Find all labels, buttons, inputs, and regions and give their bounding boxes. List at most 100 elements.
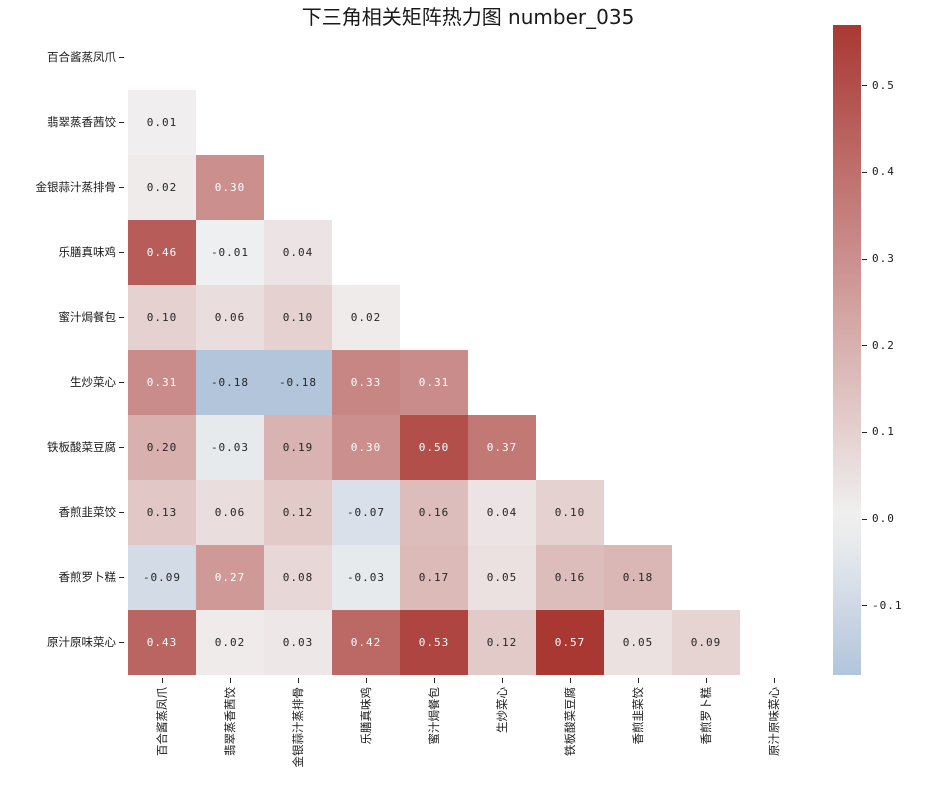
col-label: 生炒菜心 [495,687,509,733]
cell-value: 0.05 [486,571,518,584]
x-axis-tick [365,678,367,683]
heatmap-cell: 0.53 [400,610,468,675]
cell-value: 0.10 [554,506,586,519]
cell-value: 0.12 [282,506,314,519]
cell-value: -0.01 [210,246,250,259]
col-label: 百合酱蒸凤爪 [155,687,169,756]
y-axis-tick [119,317,124,318]
colorbar-tick [862,345,867,347]
heatmap-cell: 0.31 [400,350,468,415]
colorbar-tick-label: 0.3 [872,252,895,265]
cell-value: 0.43 [146,636,178,649]
heatmap-cell: 0.13 [128,480,196,545]
cell-value: 0.16 [418,506,450,519]
heatmap-cell: 0.02 [128,155,196,220]
cell-value: 0.09 [690,636,722,649]
col-label: 香煎罗卜糕 [699,687,713,745]
cell-value: 0.17 [418,571,450,584]
cell-value: -0.03 [346,571,386,584]
heatmap-cell: 0.01 [128,90,196,155]
y-axis-tick [119,122,124,123]
heatmap-cell: -0.18 [264,350,332,415]
y-axis-tick [119,447,124,448]
heatmap-cell: 0.04 [468,480,536,545]
colorbar-gradient [833,25,861,675]
heatmap-cell: -0.18 [196,350,264,415]
x-axis-tick [229,678,231,683]
col-label: 翡翠蒸香茜饺 [223,687,237,756]
cell-value: 0.37 [486,441,518,454]
cell-value: 0.10 [282,311,314,324]
cell-value: 0.03 [282,636,314,649]
cell-value: -0.09 [142,571,182,584]
x-axis-tick [705,678,707,683]
y-axis-tick [119,252,124,253]
col-label: 香煎韭菜饺 [631,687,645,745]
heatmap-cell: 0.20 [128,415,196,480]
cell-value: 0.02 [214,636,246,649]
heatmap-cell: 0.17 [400,545,468,610]
heatmap-cell: 0.16 [400,480,468,545]
heatmap-cell: -0.03 [196,415,264,480]
cell-value: 0.01 [146,116,178,129]
colorbar-tick-label: 0.5 [872,78,895,92]
heatmap-cell: 0.18 [604,545,672,610]
cell-value: 0.16 [554,571,586,584]
heatmap-cell: 0.08 [264,545,332,610]
heatmap-cell: 0.50 [400,415,468,480]
heatmap-cell: 0.09 [672,610,740,675]
cell-value: 0.13 [146,506,178,519]
cell-value: -0.18 [210,376,250,389]
y-axis-tick [119,382,124,383]
row-label: 翡翠蒸香茜饺 [47,115,116,129]
cell-value: -0.18 [278,376,318,389]
cell-value: 0.06 [214,311,246,324]
colorbar-tick-label: 0.0 [872,512,895,525]
heatmap-cell: 0.42 [332,610,400,675]
colorbar-tick [862,605,867,607]
y-axis-tick [119,187,124,188]
heatmap-cell: 0.33 [332,350,400,415]
y-axis-tick [119,577,124,578]
row-label: 生炒菜心 [70,375,116,389]
heatmap-cell: 0.10 [128,285,196,350]
row-label: 金银蒜汁蒸排骨 [35,180,117,194]
row-label: 乐膳真味鸡 [58,245,117,259]
col-label: 金银蒜汁蒸排骨 [291,687,305,768]
heatmap-cell: -0.03 [332,545,400,610]
heatmap-cell: -0.01 [196,220,264,285]
heatmap-cell: 0.02 [332,285,400,350]
heatmap-cell: 0.06 [196,285,264,350]
heatmap-cell: 0.12 [264,480,332,545]
heatmap-cell: 0.10 [264,285,332,350]
x-axis-tick [569,678,571,683]
cell-value: 0.02 [350,311,382,324]
heatmap-cell: 0.03 [264,610,332,675]
colorbar-tick [862,431,867,433]
cell-value: 0.12 [486,636,518,649]
heatmap-cell: 0.27 [196,545,264,610]
heatmap-cell: 0.12 [468,610,536,675]
y-axis-tick [119,512,124,513]
colorbar-tick-label: 0.1 [872,425,895,439]
x-axis-tick [161,678,163,683]
cell-value: 0.30 [214,181,246,194]
cell-value: 0.42 [350,636,382,649]
colorbar-tick [862,258,867,260]
y-axis-tick [119,57,124,58]
row-label: 香煎罗卜糕 [58,570,117,584]
colorbar-tick-label: 0.4 [872,165,895,179]
cell-value: 0.46 [146,246,178,259]
heatmap-cell: 0.46 [128,220,196,285]
cell-value: 0.20 [146,441,178,454]
chart-title: 下三角相关矩阵热力图 number_035 [301,5,635,29]
cell-value: 0.19 [282,441,314,454]
colorbar-tick [862,171,867,173]
cell-value: 0.30 [350,441,382,454]
cell-value: 0.04 [282,246,314,259]
heatmap-cell: 0.05 [468,545,536,610]
cell-value: -0.07 [346,506,386,519]
heatmap-cell: -0.09 [128,545,196,610]
cell-value: 0.31 [418,376,450,389]
